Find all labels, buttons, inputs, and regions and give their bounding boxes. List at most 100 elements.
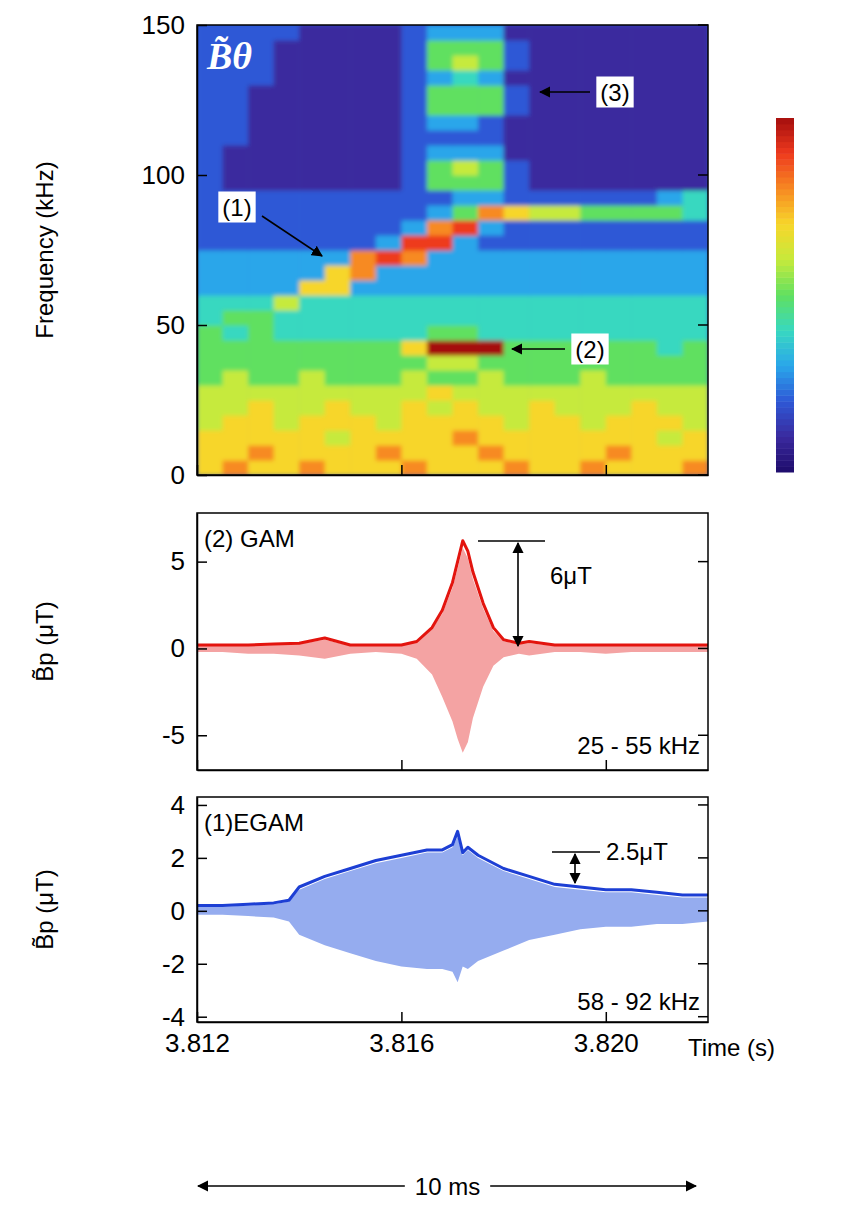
- cell: [657, 400, 683, 416]
- colorbar-slice: [776, 466, 794, 472]
- cell: [274, 235, 300, 251]
- cell: [453, 235, 479, 251]
- cell: [478, 175, 504, 191]
- cell: [427, 430, 453, 446]
- cell: [299, 145, 325, 161]
- cell: [299, 385, 325, 401]
- cell: [529, 40, 555, 56]
- cell: [504, 130, 530, 146]
- cell: [631, 430, 657, 446]
- cell: [657, 310, 683, 326]
- tick-label: 3.812: [165, 1028, 230, 1058]
- colorbar-slice: [776, 395, 794, 401]
- annotations: (1)EGAM2.5μT58 - 92 kHz10 ms: [198, 809, 700, 1200]
- cell: [350, 205, 376, 221]
- cell: [682, 280, 708, 296]
- cell: [197, 445, 223, 461]
- cell: [299, 70, 325, 86]
- cell: [299, 55, 325, 71]
- colorbar-slice: [776, 242, 794, 248]
- colorbar-slice: [776, 295, 794, 301]
- colorbar-slice: [776, 136, 794, 142]
- cell: [504, 250, 530, 266]
- cell: [248, 385, 274, 401]
- cell: [555, 130, 581, 146]
- cell: [682, 430, 708, 446]
- cell: [504, 145, 530, 161]
- tick: -5: [162, 720, 207, 750]
- cell: [606, 400, 632, 416]
- cell: [299, 280, 325, 296]
- cell: [274, 205, 300, 221]
- tick-mark: [197, 911, 207, 913]
- cell: [248, 355, 274, 371]
- cell: [376, 175, 402, 191]
- cell: [555, 460, 581, 475]
- cell: [555, 280, 581, 296]
- cell: [580, 295, 606, 311]
- cell: [555, 370, 581, 386]
- cell: [350, 130, 376, 146]
- tick-mark: [698, 1016, 708, 1018]
- cell: [606, 160, 632, 176]
- cell: [555, 445, 581, 461]
- cell: [529, 400, 555, 416]
- cell: [529, 205, 555, 221]
- cell: [350, 190, 376, 206]
- cell: [223, 355, 249, 371]
- tick-label: -5: [162, 720, 185, 750]
- cell: [274, 325, 300, 341]
- cell: [606, 265, 632, 281]
- cell: [555, 310, 581, 326]
- cell: [504, 310, 530, 326]
- cell: [274, 85, 300, 101]
- cell: [478, 85, 504, 101]
- colorbar-slice: [776, 171, 794, 177]
- cell: [299, 295, 325, 311]
- cell: [478, 205, 504, 221]
- panel-title: B̃θ: [206, 35, 252, 77]
- cell: [274, 130, 300, 146]
- cell: [682, 190, 708, 206]
- cell: [401, 205, 427, 221]
- colorbar-slice: [776, 354, 794, 360]
- cell: [631, 25, 657, 41]
- cell: [504, 295, 530, 311]
- cell: [223, 445, 249, 461]
- cell: [223, 325, 249, 341]
- cell: [299, 190, 325, 206]
- cell: [606, 340, 632, 356]
- cell: [248, 310, 274, 326]
- annotation: (1)EGAM: [204, 809, 304, 836]
- cell: [478, 115, 504, 131]
- cell: [504, 265, 530, 281]
- cell: [555, 70, 581, 86]
- cell: [529, 115, 555, 131]
- colorbar-slice: [776, 124, 794, 130]
- axis: 3.8123.8163.820: [165, 1012, 709, 1058]
- colorbar-slice: [776, 271, 794, 277]
- colorbar-slice: [776, 218, 794, 224]
- cell: [299, 100, 325, 116]
- cell: [606, 40, 632, 56]
- cell: [376, 430, 402, 446]
- tick: 2: [171, 843, 207, 873]
- cell: [350, 400, 376, 416]
- cell: [325, 40, 351, 56]
- cell: [427, 400, 453, 416]
- colorbar-slice: [776, 448, 794, 454]
- tick: 3.820: [574, 1012, 639, 1058]
- plot-area: [197, 25, 708, 475]
- tick-mark: [197, 858, 207, 860]
- cell: [555, 25, 581, 41]
- cell: [529, 445, 555, 461]
- cell: [274, 355, 300, 371]
- cell: [682, 265, 708, 281]
- plot-background: [197, 25, 708, 475]
- cell: [350, 250, 376, 266]
- arrow: [574, 854, 576, 883]
- cell: [197, 340, 223, 356]
- colorbar-slice: [776, 384, 794, 390]
- cell: [350, 355, 376, 371]
- cell: [299, 415, 325, 431]
